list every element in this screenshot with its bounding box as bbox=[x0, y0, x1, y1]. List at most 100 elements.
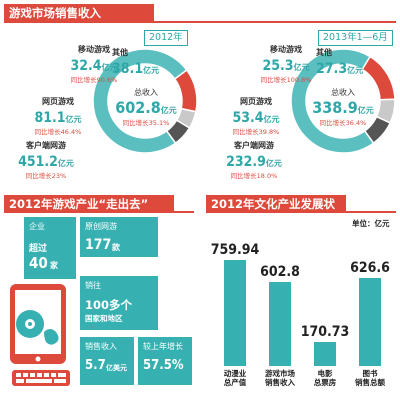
label-client-2013h1: 客户端网游 232.9亿元 同比增长18.0% bbox=[212, 140, 296, 180]
label-web-2013h1: 网页游戏 53.4亿元 同比增长39.8% bbox=[222, 96, 290, 136]
tile-value: 177 bbox=[85, 237, 112, 253]
tile-unit: 亿美元 bbox=[106, 364, 127, 372]
tile-sales-revenue: 销售收入 5.7 亿美元 bbox=[80, 337, 134, 385]
donut-slice-客户端网游 bbox=[92, 48, 188, 154]
slice-name: 其他 bbox=[316, 48, 332, 57]
slice-growth: 同比增长46.4% bbox=[34, 128, 82, 136]
slice-name: 网页游戏 bbox=[240, 97, 272, 106]
slice-unit: 亿元 bbox=[347, 66, 364, 75]
center-value: 602.8 bbox=[115, 98, 161, 117]
slice-name: 客户端网游 bbox=[234, 141, 274, 150]
slice-name: 网页游戏 bbox=[42, 97, 74, 106]
bar-category-label: 游戏市场 销售收入 bbox=[265, 369, 295, 387]
tile-label: 销售收入 bbox=[85, 342, 117, 351]
tile-value: 100多个 bbox=[85, 298, 133, 312]
slice-name: 其他 bbox=[112, 48, 128, 57]
slice-value: 232.9 bbox=[226, 154, 266, 170]
slice-unit: 亿元 bbox=[57, 159, 74, 168]
slice-value: 451.2 bbox=[18, 154, 58, 170]
section1-banner: 游戏市场销售收入 bbox=[4, 4, 154, 23]
label-other-2013h1: 其他 27.3亿元 bbox=[316, 47, 386, 77]
slice-value: 38.1 bbox=[112, 61, 144, 77]
bar bbox=[314, 342, 336, 366]
slice-value: 27.3 bbox=[316, 61, 348, 77]
slice-growth: 同比增长23% bbox=[25, 172, 67, 180]
slice-growth: 同比增长39.8% bbox=[232, 128, 280, 136]
center-growth: 同比增长35.1% bbox=[122, 119, 170, 127]
tile-enterprise: 企业 超过 40 家 bbox=[24, 217, 76, 279]
gamepad-icon bbox=[44, 329, 59, 345]
donut-slice-客户端网游 bbox=[290, 48, 375, 154]
bar bbox=[224, 259, 246, 366]
bar-category-label: 电影 总票房 bbox=[313, 369, 337, 387]
label-mobile-2013h1: 移动游戏 25.3亿元 同比增长100.8% bbox=[248, 44, 324, 84]
bar-category-label: 动漫业 总产值 bbox=[223, 369, 247, 387]
section3-divider bbox=[206, 211, 396, 213]
tile-label: 较上年增长 bbox=[143, 342, 183, 351]
section3-banner: 2012年文化产业发展状况 bbox=[206, 195, 346, 229]
slice-unit: 亿元 bbox=[143, 66, 160, 75]
slice-unit: 亿元 bbox=[101, 63, 118, 72]
tile-unit: 家 bbox=[50, 261, 58, 270]
tile-value: 57.5% bbox=[143, 358, 184, 373]
section3-title: 2012年文化产业发展状况 bbox=[211, 197, 336, 229]
tile-label: 销往 bbox=[85, 281, 101, 290]
label-mobile-2012: 移动游戏 32.4亿元 同比增长90.6% bbox=[60, 44, 128, 84]
label-client-2012: 客户端网游 451.2亿元 同比增长23% bbox=[6, 140, 86, 180]
slice-growth: 同比增长100.8% bbox=[260, 76, 312, 84]
bar-value-label: 602.8 bbox=[260, 263, 300, 280]
tile-unit: 国家和地区 bbox=[85, 314, 123, 323]
donut-chart-2013h1 bbox=[290, 48, 396, 154]
tile-value: 40 bbox=[29, 254, 48, 272]
label-web-2012: 网页游戏 81.1亿元 同比增长46.4% bbox=[26, 96, 90, 136]
period-label-2013h1: 2013年1—6月 bbox=[318, 30, 393, 46]
slice-value: 81.1 bbox=[34, 110, 66, 126]
donut2-center: 总收入 338.9亿元 同比增长36.4% bbox=[293, 87, 393, 127]
slice-value: 32.4 bbox=[70, 58, 102, 74]
center-label: 总收入 bbox=[134, 88, 158, 97]
slice-unit: 亿元 bbox=[265, 159, 282, 168]
tile-original-games: 原创网游 177 款 bbox=[80, 217, 158, 257]
donut1-center: 总收入 602.8亿元 同比增长35.1% bbox=[96, 87, 196, 127]
slice-name: 移动游戏 bbox=[78, 45, 110, 54]
center-unit: 亿元 bbox=[357, 106, 374, 115]
section1-divider bbox=[4, 21, 396, 23]
bar-value-label: 170.73 bbox=[300, 324, 350, 341]
section2-divider bbox=[4, 211, 194, 213]
tile-label: 原创网游 bbox=[85, 222, 117, 231]
keyboard-icon bbox=[12, 370, 70, 386]
center-unit: 亿元 bbox=[160, 106, 177, 115]
section1-title: 游戏市场销售收入 bbox=[9, 6, 101, 20]
center-value: 338.9 bbox=[312, 98, 358, 117]
slice-unit: 亿元 bbox=[263, 115, 280, 124]
tile-unit: 款 bbox=[112, 243, 120, 252]
bar bbox=[269, 281, 291, 366]
bar-value-label: 626.6 bbox=[350, 260, 390, 277]
slice-value: 25.3 bbox=[262, 58, 294, 74]
donut-slice-其他 bbox=[363, 115, 392, 145]
slice-growth: 同比增长90.6% bbox=[70, 76, 118, 84]
tile-label: 企业 bbox=[29, 222, 45, 231]
bar-chart: 759.94 动漫业 总产值 602.8 游戏市场 销售收入 170.73 电影 总票房 626.… bbox=[206, 228, 398, 396]
center-growth: 同比增长36.4% bbox=[319, 119, 367, 127]
donut-slice-其他 bbox=[165, 119, 191, 145]
tile-sales-area: 销往 100多个 国家和地区 bbox=[80, 276, 158, 330]
slice-name: 移动游戏 bbox=[270, 45, 302, 54]
tile-value: 5.7 bbox=[85, 358, 106, 373]
center-label: 总收入 bbox=[331, 88, 355, 97]
bar-category-label: 图书 销售总额 bbox=[355, 369, 385, 387]
slice-value: 53.4 bbox=[232, 110, 264, 126]
slice-growth: 同比增长18.0% bbox=[230, 172, 278, 180]
section2-title: 2012年游戏产业“走出去” bbox=[9, 197, 149, 211]
slice-unit: 亿元 bbox=[65, 115, 82, 124]
bar bbox=[359, 278, 381, 366]
unit-note: 单位：亿元 bbox=[352, 219, 390, 228]
donut-chart-2012 bbox=[92, 48, 198, 154]
slice-unit: 亿元 bbox=[293, 63, 310, 72]
period-label-2012: 2012年 bbox=[144, 30, 188, 46]
slice-name: 客户端网游 bbox=[26, 141, 66, 150]
label-other-2012: 其他 38.1亿元 bbox=[112, 47, 182, 77]
bar-value-label: 759.94 bbox=[210, 241, 260, 258]
tile-growth: 较上年增长 57.5% bbox=[138, 337, 192, 385]
tablet-gamepad-illustration bbox=[10, 284, 70, 386]
